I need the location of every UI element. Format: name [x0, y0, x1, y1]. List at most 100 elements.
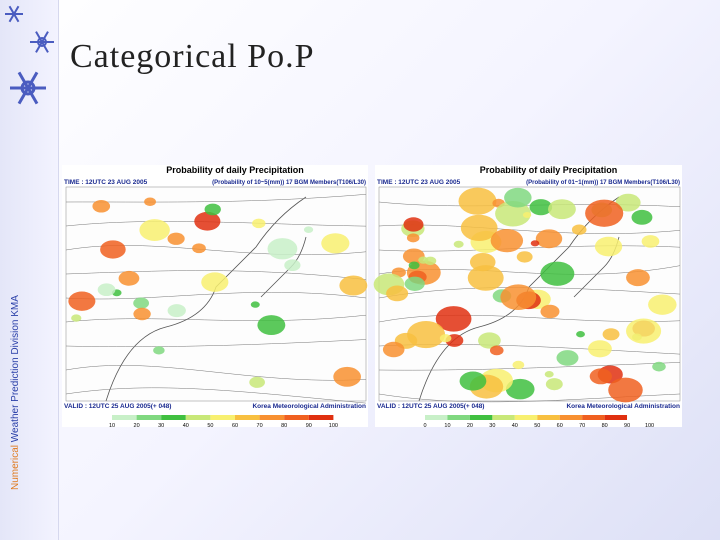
precip-area — [439, 334, 452, 343]
precip-area — [540, 304, 560, 319]
precip-area — [467, 265, 504, 291]
scale-swatch — [210, 415, 235, 420]
precip-area — [257, 315, 286, 336]
slide-title: Categorical Po.P — [70, 38, 315, 75]
precip-area — [556, 350, 579, 366]
precip-area — [92, 199, 111, 213]
scale-label: 10 — [109, 423, 115, 429]
precip-area — [571, 224, 587, 235]
precip-area — [453, 240, 464, 248]
precip-area — [512, 360, 525, 370]
precip-area — [435, 306, 472, 332]
precip-area — [652, 361, 666, 372]
precip-area — [201, 272, 229, 292]
scale-swatch — [308, 415, 334, 420]
precip-area — [133, 297, 150, 309]
scale-swatch — [235, 415, 260, 420]
scale-label: 80 — [602, 423, 608, 429]
isobar — [65, 270, 367, 280]
scale-swatch — [112, 415, 137, 420]
precip-area — [303, 226, 314, 234]
scale-swatch — [447, 415, 470, 420]
scale-label: 60 — [232, 423, 238, 429]
precip-area — [478, 332, 501, 349]
precip-area — [386, 285, 409, 302]
precip-area — [139, 219, 170, 241]
scale-swatch — [537, 415, 560, 420]
precip-area — [587, 340, 612, 358]
isobar — [65, 292, 367, 300]
scale-swatch — [161, 415, 186, 420]
scale-label: 100 — [329, 423, 338, 429]
precip-area — [516, 251, 533, 263]
precip-area — [406, 233, 420, 243]
precip-area — [505, 378, 535, 400]
scale-swatch — [425, 415, 448, 420]
precip-area — [608, 377, 643, 403]
precip-area — [495, 200, 531, 227]
precip-area — [469, 252, 496, 272]
scale-label: 0 — [423, 423, 426, 429]
map-title: Probability of daily Precipitation — [480, 165, 618, 175]
precip-area — [153, 346, 165, 355]
precip-area — [133, 307, 151, 321]
scale-label: 60 — [557, 423, 563, 429]
scale-label: 90 — [306, 423, 312, 429]
scale-label: 70 — [257, 423, 263, 429]
precip-area — [167, 232, 185, 245]
precip-area — [641, 235, 660, 248]
precip-area — [382, 341, 405, 358]
precip-area — [648, 294, 677, 315]
precip-area — [194, 211, 221, 231]
precip-area — [626, 269, 650, 287]
precip-area — [460, 214, 498, 242]
scale-swatch — [185, 415, 211, 420]
precip-area — [403, 217, 424, 232]
precip-area — [407, 320, 446, 349]
precip-area — [529, 199, 553, 216]
precip-area — [626, 318, 662, 344]
map-panel: Probability of daily Precipitation TIME :… — [62, 165, 368, 429]
scale-label: 30 — [489, 423, 495, 429]
precip-area — [545, 378, 563, 391]
map-time: TIME : 12UTC 23 AUG 2005 — [377, 179, 461, 186]
precip-area — [252, 218, 266, 229]
precip-area — [535, 229, 563, 249]
sidebar — [0, 0, 59, 540]
map-agency: Korea Meteorological Administration — [566, 403, 680, 410]
scale-swatch — [582, 415, 605, 420]
precip-area — [250, 301, 260, 308]
precip-area — [500, 284, 537, 311]
precip-area — [504, 187, 532, 208]
scale-swatch — [402, 415, 425, 420]
precip-area — [615, 193, 641, 212]
precip-area — [424, 256, 437, 266]
map-valid: VALID : 12UTC 25 AUG 2005(+ 048) — [64, 403, 171, 410]
precip-area — [540, 261, 575, 286]
precip-area — [339, 275, 368, 296]
scale-label: 50 — [207, 423, 213, 429]
scale-swatch — [559, 415, 583, 420]
precip-area — [144, 197, 156, 206]
scale-label: 40 — [183, 423, 189, 429]
scale-swatch — [87, 415, 112, 420]
scale-label: 80 — [281, 423, 287, 429]
scale-swatch — [136, 415, 162, 420]
scale-label: 100 — [645, 423, 654, 429]
scale-label: 20 — [134, 423, 140, 429]
precip-area — [522, 212, 532, 219]
precip-area — [97, 283, 116, 297]
precip-area — [530, 240, 540, 247]
precip-area — [602, 328, 620, 341]
scale-swatch — [469, 415, 493, 420]
scale-label: 90 — [624, 423, 630, 429]
scale-swatch — [604, 415, 628, 420]
precip-area — [167, 304, 186, 318]
precip-area — [284, 259, 301, 272]
precip-area — [631, 209, 653, 225]
scale-swatch — [514, 415, 538, 420]
map-desc: (Probability of 10~5(mm)) 17 BGM Members… — [212, 180, 366, 186]
scale-label: 30 — [158, 423, 164, 429]
